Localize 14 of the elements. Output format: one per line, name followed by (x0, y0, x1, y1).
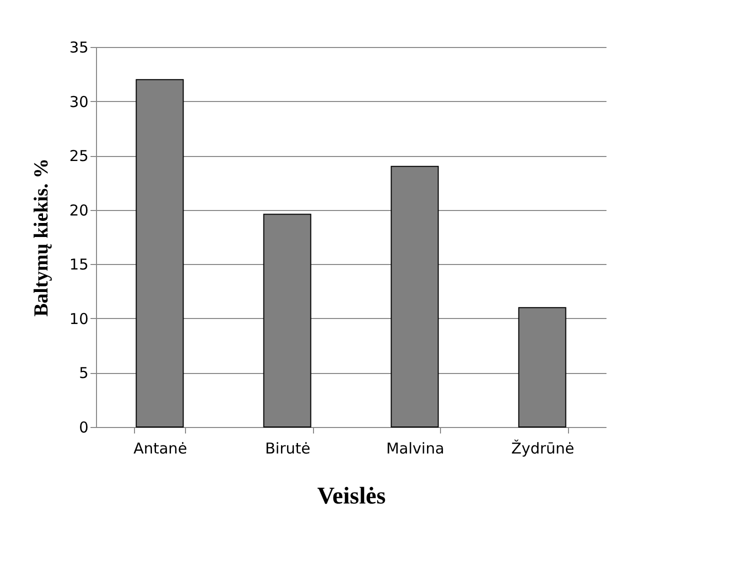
x-tick-label: Birutė (265, 440, 310, 458)
y-tick-label: 30 (69, 92, 88, 111)
y-tick-label: 10 (69, 310, 88, 328)
y-tick-label: 5 (78, 364, 88, 382)
y-tick-label: 35 (69, 38, 88, 56)
y-tick-label: 25 (69, 147, 88, 166)
x-tick-label: Malvina (386, 440, 444, 458)
x-tick-label: Žydrūnė (511, 440, 574, 458)
y-tick-label: 0 (78, 418, 88, 436)
y-axis-title: Baltymų kiekis. % (30, 158, 52, 317)
x-axis-title: Veislės (317, 484, 386, 510)
x-tick-label: Antanė (133, 440, 188, 458)
y-tick-label: 20 (69, 201, 88, 220)
y-tick-label: 15 (69, 256, 88, 274)
